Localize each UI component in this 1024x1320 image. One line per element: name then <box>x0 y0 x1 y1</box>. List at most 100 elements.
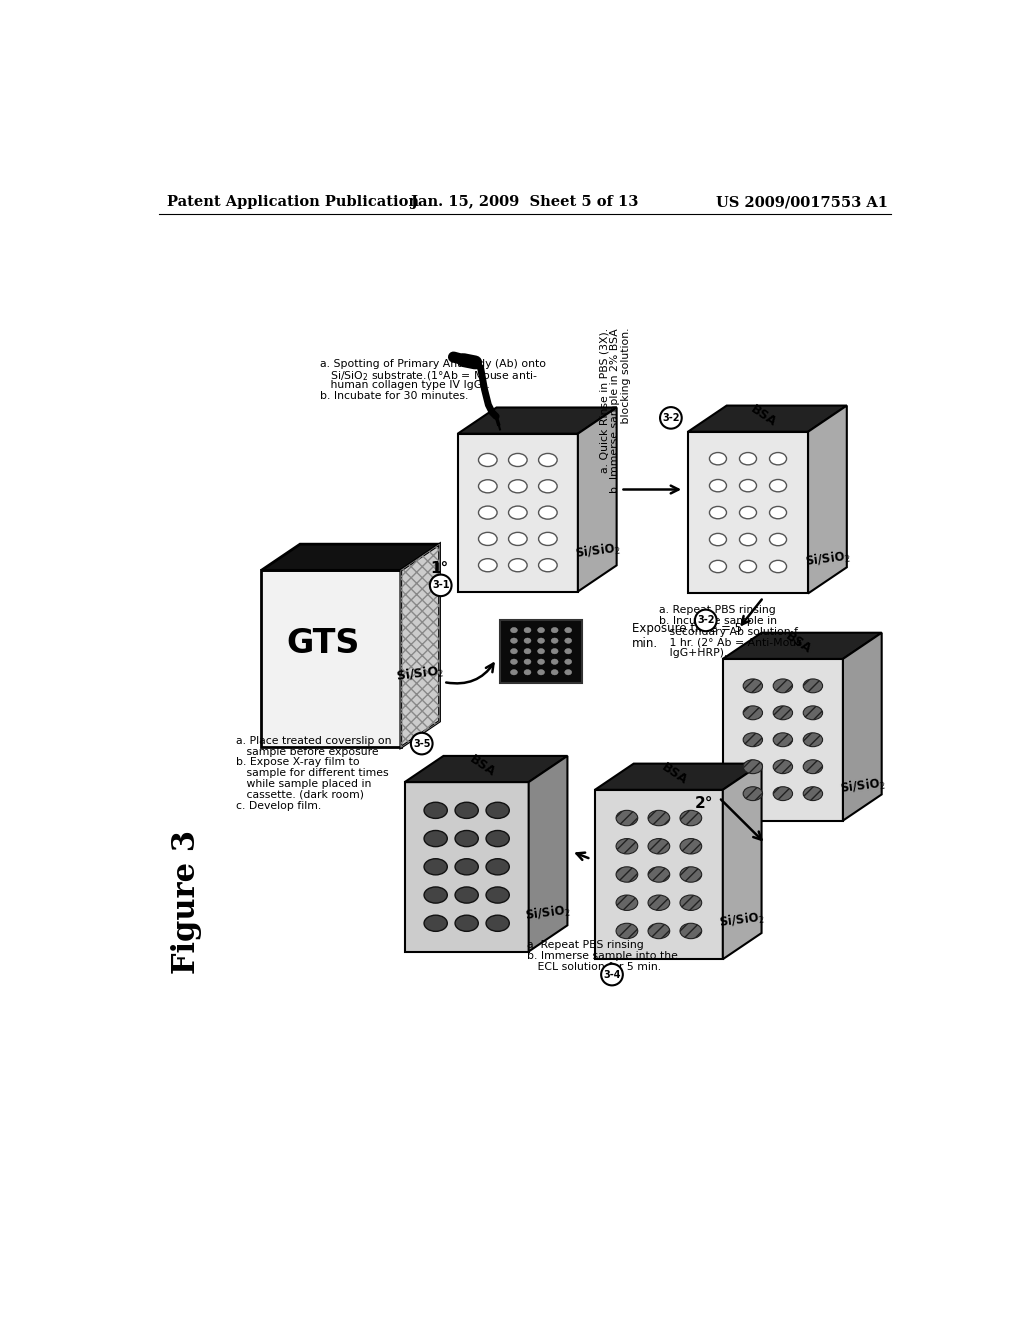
Text: Si/SiO$_2$: Si/SiO$_2$ <box>719 909 766 932</box>
Text: b. Immerse sample into the: b. Immerse sample into the <box>527 950 678 961</box>
Ellipse shape <box>524 669 531 675</box>
Ellipse shape <box>424 887 447 903</box>
Text: BSA: BSA <box>783 630 814 656</box>
Text: Figure 3: Figure 3 <box>171 829 202 974</box>
Ellipse shape <box>424 830 447 846</box>
Ellipse shape <box>773 787 793 800</box>
Ellipse shape <box>538 659 545 664</box>
Circle shape <box>695 610 717 631</box>
Text: blocking solution.: blocking solution. <box>621 327 631 434</box>
Text: b. Incubate sample in: b. Incubate sample in <box>658 615 777 626</box>
Ellipse shape <box>710 479 726 492</box>
Ellipse shape <box>769 507 786 519</box>
Polygon shape <box>578 408 616 591</box>
Ellipse shape <box>538 669 545 675</box>
Ellipse shape <box>539 532 557 545</box>
Circle shape <box>601 964 623 985</box>
Circle shape <box>411 733 432 755</box>
Ellipse shape <box>524 659 531 664</box>
Ellipse shape <box>424 859 447 875</box>
Polygon shape <box>404 781 528 952</box>
Polygon shape <box>404 756 567 781</box>
Ellipse shape <box>551 627 558 632</box>
Text: US 2009/0017553 A1: US 2009/0017553 A1 <box>716 195 888 210</box>
Text: sample for different times: sample for different times <box>237 768 389 779</box>
Text: Si/SiO$_2$: Si/SiO$_2$ <box>573 540 621 562</box>
Ellipse shape <box>710 453 726 465</box>
Text: a. Place treated coverslip on: a. Place treated coverslip on <box>237 737 392 746</box>
Ellipse shape <box>551 659 558 664</box>
Text: 3-5: 3-5 <box>413 739 430 748</box>
Ellipse shape <box>478 532 497 545</box>
Ellipse shape <box>524 627 531 632</box>
Ellipse shape <box>478 558 497 572</box>
Ellipse shape <box>680 867 701 882</box>
Text: 3-4: 3-4 <box>603 970 621 979</box>
Ellipse shape <box>455 830 478 846</box>
Text: a. Spotting of Primary Antibody (Ab) onto: a. Spotting of Primary Antibody (Ab) ont… <box>321 359 546 368</box>
Text: cassette. (dark room): cassette. (dark room) <box>237 789 365 800</box>
Text: IgG+HRP).: IgG+HRP). <box>658 648 727 659</box>
Text: b. Expose X-ray film to: b. Expose X-ray film to <box>237 758 360 767</box>
Ellipse shape <box>538 648 545 653</box>
Ellipse shape <box>510 648 517 653</box>
Ellipse shape <box>486 803 509 818</box>
Ellipse shape <box>564 659 571 664</box>
Ellipse shape <box>680 923 701 939</box>
Ellipse shape <box>739 453 757 465</box>
Ellipse shape <box>510 659 517 664</box>
Ellipse shape <box>509 532 527 545</box>
Text: Jan. 15, 2009  Sheet 5 of 13: Jan. 15, 2009 Sheet 5 of 13 <box>411 195 639 210</box>
Text: Si/SiO$_2$: Si/SiO$_2$ <box>395 664 445 685</box>
Text: 3-1: 3-1 <box>432 581 450 590</box>
Polygon shape <box>458 408 616 434</box>
Polygon shape <box>261 544 439 570</box>
Polygon shape <box>808 405 847 594</box>
Ellipse shape <box>551 638 558 643</box>
Ellipse shape <box>680 810 701 826</box>
Ellipse shape <box>743 706 763 719</box>
Ellipse shape <box>478 479 497 492</box>
Text: ECL solution for 5 min.: ECL solution for 5 min. <box>527 961 662 972</box>
Ellipse shape <box>710 533 726 545</box>
Ellipse shape <box>486 915 509 932</box>
Text: 3-2: 3-2 <box>663 413 680 422</box>
Ellipse shape <box>424 803 447 818</box>
Ellipse shape <box>455 887 478 903</box>
Ellipse shape <box>538 627 545 632</box>
Ellipse shape <box>680 838 701 854</box>
Ellipse shape <box>564 638 571 643</box>
Ellipse shape <box>538 638 545 643</box>
Ellipse shape <box>616 895 638 911</box>
Polygon shape <box>501 619 582 682</box>
Ellipse shape <box>616 923 638 939</box>
Ellipse shape <box>539 558 557 572</box>
Ellipse shape <box>743 760 763 774</box>
Text: GTS: GTS <box>287 627 360 660</box>
Ellipse shape <box>510 627 517 632</box>
Polygon shape <box>458 434 578 591</box>
Ellipse shape <box>616 867 638 882</box>
Ellipse shape <box>773 760 793 774</box>
Ellipse shape <box>524 648 531 653</box>
Ellipse shape <box>743 678 763 693</box>
Circle shape <box>430 574 452 597</box>
Polygon shape <box>528 756 567 952</box>
Ellipse shape <box>803 760 822 774</box>
Ellipse shape <box>510 669 517 675</box>
Ellipse shape <box>486 830 509 846</box>
Text: 1°: 1° <box>430 561 449 576</box>
Polygon shape <box>843 632 882 821</box>
Ellipse shape <box>551 648 558 653</box>
Text: 2°: 2° <box>695 796 714 812</box>
Ellipse shape <box>803 678 822 693</box>
Ellipse shape <box>648 810 670 826</box>
Text: Si/SiO$_2$: Si/SiO$_2$ <box>524 902 571 924</box>
Text: Si/SiO$_2$: Si/SiO$_2$ <box>839 775 886 797</box>
Ellipse shape <box>680 895 701 911</box>
Polygon shape <box>261 570 400 747</box>
Ellipse shape <box>616 838 638 854</box>
Ellipse shape <box>803 733 822 747</box>
Ellipse shape <box>773 706 793 719</box>
Polygon shape <box>400 544 439 747</box>
